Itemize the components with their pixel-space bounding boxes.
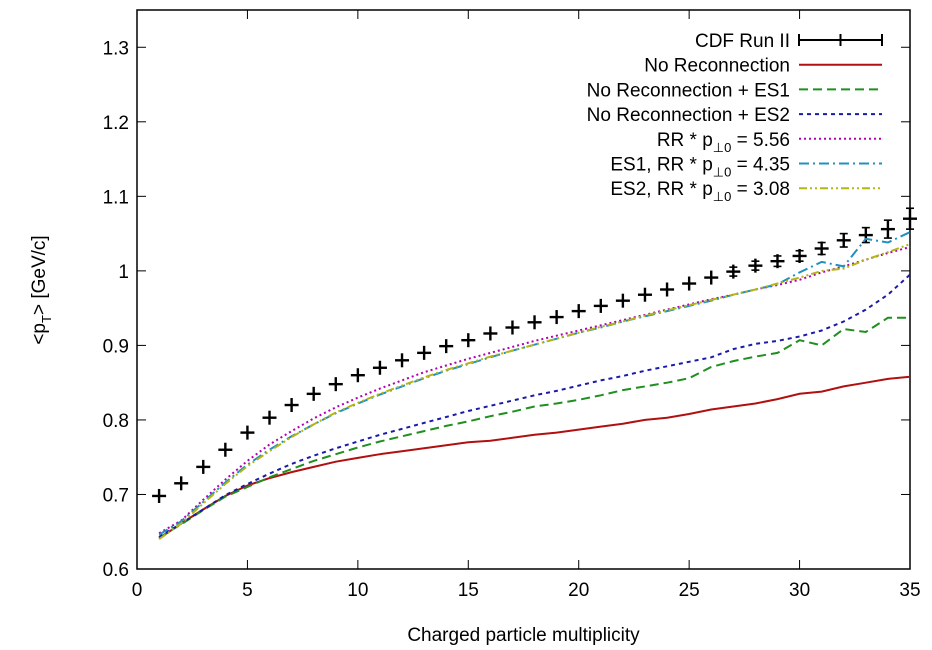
y-axis: 0.6 0.7 0.8 0.9 1 1.1 1.2 1.3 — [103, 38, 910, 581]
x-axis: 0 5 10 15 20 25 30 35 — [132, 10, 921, 601]
series-cdf-run-ii — [152, 207, 917, 503]
series-line-es1-rr-p-0-4-35 — [158, 231, 911, 536]
x-tick-label: 30 — [789, 580, 810, 601]
y-tick-label: 1.2 — [103, 113, 129, 134]
series-layer — [152, 207, 917, 541]
y-tick-label: 1.1 — [103, 187, 129, 208]
x-tick-label: 20 — [568, 580, 589, 601]
y-tick-label: 0.6 — [103, 560, 129, 581]
legend-label: CDF Run II — [695, 31, 790, 52]
legend-label: No Reconnection — [644, 56, 790, 77]
series-line-no-reconnection-es1 — [158, 316, 910, 539]
plot-frame — [136, 9, 911, 570]
x-tick-label: 0 — [132, 580, 143, 601]
x-tick-label: 15 — [458, 580, 479, 601]
legend-label: No Reconnection + ES2 — [587, 105, 790, 126]
series-line-es2-rr-p-0-3-08 — [158, 243, 911, 541]
x-tick-label: 5 — [242, 580, 253, 601]
y-tick-label: 0.8 — [103, 411, 129, 432]
legend-label: No Reconnection + ES1 — [587, 80, 790, 101]
y-tick-label: 0.9 — [103, 336, 129, 357]
y-tick-label: 1 — [118, 262, 129, 283]
series-line-rr-p-0-5-56 — [158, 246, 911, 535]
legend-label: ES2, RR * p⊥0 = 3.08 — [610, 179, 790, 204]
legend: CDF Run II No Reconnection No Reconnection… — [587, 31, 883, 204]
series-line-no-reconnection — [158, 375, 911, 540]
x-tick-label: 10 — [347, 580, 368, 601]
y-tick-label: 0.7 — [103, 485, 129, 506]
x-tick-label: 35 — [899, 580, 920, 601]
x-tick-label: 25 — [679, 580, 700, 601]
legend-label: RR * p⊥0 = 5.56 — [657, 130, 790, 155]
legend-label: ES1, RR * p⊥0 = 4.35 — [610, 155, 790, 180]
y-axis-title: <pT> [GeV/c] — [29, 235, 54, 344]
x-axis-title: Charged particle multiplicity — [407, 625, 640, 646]
y-tick-label: 1.3 — [103, 38, 129, 59]
plot-frame-group — [136, 9, 911, 570]
